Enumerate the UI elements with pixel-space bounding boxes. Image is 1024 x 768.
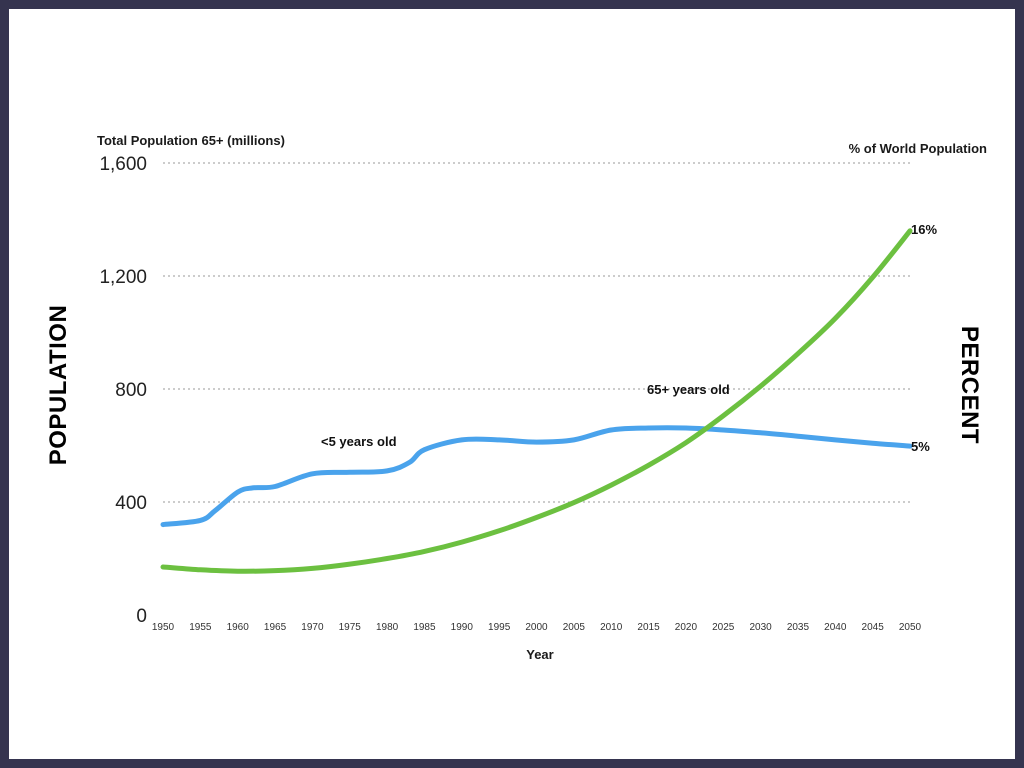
x-tick-label: 1990 [451, 622, 474, 633]
x-tick-label: 2000 [525, 622, 548, 633]
x-tick-label: 1980 [376, 622, 399, 633]
over65-end-label: 16% [911, 222, 937, 237]
x-tick-label: 1965 [264, 622, 287, 633]
x-tick-label: 2010 [600, 622, 623, 633]
x-tick-label: 2015 [637, 622, 660, 633]
series-lines [160, 228, 913, 574]
y-tick-label: 800 [115, 380, 147, 401]
left-axis-title: Total Population 65+ (millions) [97, 133, 285, 148]
x-tick-label: 1995 [488, 622, 511, 633]
x-axis-ticks: 1950 1955 1960 1965 1970 1975 1980 1985 1990 1995… [152, 622, 922, 633]
x-tick-label: 1975 [339, 622, 362, 633]
under5-line [160, 425, 913, 528]
x-tick-label: 2005 [563, 622, 586, 633]
right-axis-title: % of World Population [849, 141, 987, 156]
population-side-label: POPULATION [45, 305, 72, 466]
x-tick-label: 2035 [787, 622, 810, 633]
x-axis-title: Year [526, 647, 553, 662]
x-tick-label: 2020 [675, 622, 698, 633]
x-tick-label: 2045 [862, 622, 885, 633]
x-tick-label: 1985 [413, 622, 436, 633]
x-tick-label: 2040 [824, 622, 847, 633]
gridlines [163, 162, 910, 503]
over65-line [160, 228, 913, 574]
y-tick-label: 1,200 [99, 267, 147, 288]
y-tick-label: 400 [115, 493, 147, 514]
y-tick-label: 1,600 [99, 154, 147, 175]
under5-series-label: <5 years old [321, 434, 397, 449]
x-tick-label: 1950 [152, 622, 175, 633]
x-tick-label: 1955 [189, 622, 212, 633]
percent-side-label: PERCENT [956, 326, 983, 444]
y-axis-ticks: 0 400 800 1,200 1,600 [99, 154, 147, 627]
y-tick-label: 0 [136, 606, 147, 627]
x-tick-label: 2050 [899, 622, 922, 633]
x-tick-label: 2025 [712, 622, 735, 633]
x-tick-label: 1960 [227, 622, 250, 633]
x-tick-label: 1970 [301, 622, 324, 633]
under5-end-label: 5% [911, 439, 930, 454]
x-tick-label: 2030 [749, 622, 772, 633]
over65-series-label: 65+ years old [647, 382, 730, 397]
